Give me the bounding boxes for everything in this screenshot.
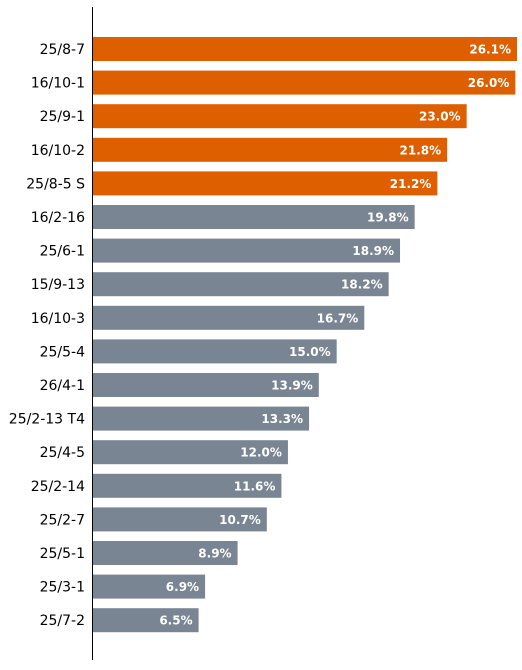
bar-value-label-16: 6.9% [166,580,199,594]
bar-value-label-12: 12.0% [240,446,282,460]
category-label-14: 25/2-7 [40,512,85,528]
bar-7 [93,272,389,297]
bar-17 [93,608,199,633]
category-label-0: 25/8-7 [40,42,85,58]
category-label-17: 25/7-2 [40,613,85,629]
bar-value-label-0: 26.1% [469,43,511,57]
bar-3 [93,137,448,162]
category-labels-group: 25/8-7 16/10-1 25/9-1 16/10-2 25/8-5 S 16/2-1… [9,42,85,629]
bar-12 [93,440,288,465]
category-label-16: 25/3-1 [40,580,85,596]
category-label-1: 16/10-1 [31,76,85,92]
bar-14 [93,507,267,532]
bar-4 [93,171,438,196]
bar-6 [93,238,401,263]
category-label-10: 26/4-1 [40,378,85,394]
category-label-2: 25/9-1 [40,109,85,125]
category-label-11: 25/2-13 T4 [9,412,85,428]
bar-value-label-14: 10.7% [219,513,261,527]
bar-value-label-15: 8.9% [198,547,231,561]
bar-value-label-13: 11.6% [234,479,276,493]
bar-10 [93,373,319,397]
bar-value-label-8: 16.7% [317,311,359,325]
category-label-4: 25/8-5 S [26,176,85,192]
bar-15 [93,541,238,565]
category-label-8: 16/10-3 [31,311,85,327]
category-label-15: 25/5-1 [40,546,85,562]
bar-value-label-4: 21.2% [390,177,432,191]
bar-value-label-7: 18.2% [341,278,383,292]
bar-5 [93,205,415,229]
bar-13 [93,473,282,498]
bar-value-label-11: 13.3% [261,412,303,426]
bar-2 [93,104,467,129]
bar-value-label-1: 26.0% [468,76,510,90]
bar-value-label-9: 15.0% [289,345,331,359]
category-label-7: 15/9-13 [31,277,85,293]
bar-8 [93,305,365,330]
category-label-12: 25/4-5 [40,445,85,461]
bars-group: 26.1% 26.0% 23.0% 21.8% 21.2% 19.8% 18.9% 18.2%… [93,37,517,633]
bar-value-label-2: 23.0% [419,110,461,124]
bar-value-label-3: 21.8% [400,143,442,157]
bar-16 [93,574,206,599]
bar-value-label-17: 6.5% [159,614,192,628]
bar-value-label-5: 19.8% [367,211,409,225]
bar-value-label-6: 18.9% [352,244,394,258]
bar-9 [93,339,337,364]
bar-0 [93,37,517,61]
category-label-5: 16/2-16 [31,210,85,226]
bar-value-label-10: 13.9% [271,379,313,393]
category-label-3: 16/10-2 [31,143,85,159]
bar-11 [93,406,310,431]
category-label-13: 25/2-14 [31,479,85,495]
category-label-9: 25/5-4 [40,344,85,360]
category-label-6: 25/6-1 [40,244,85,260]
bar-1 [93,70,516,95]
